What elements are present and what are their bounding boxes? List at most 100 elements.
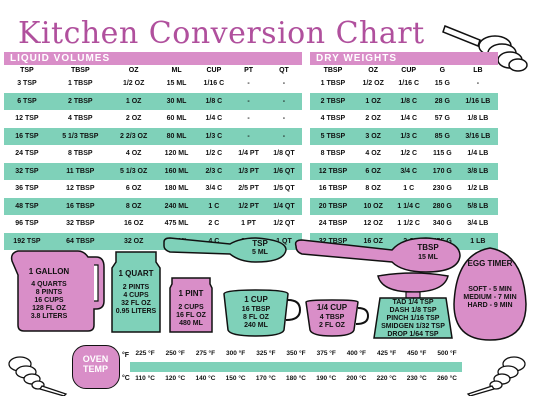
dry-column-header: TBSP (310, 65, 356, 75)
celsius-value: 260 °C (436, 375, 457, 382)
pint-title: 1 PINT (178, 289, 204, 298)
liquid-cell: - (231, 127, 266, 145)
dry-cell: 8 OZ (355, 180, 391, 198)
liquid-cell: 1/5 QT (265, 180, 302, 198)
pint-carton: 1 PINT 2 CUPS 16 FL OZ 480 ML (168, 276, 214, 334)
liquid-cell: 3 TSP (4, 75, 50, 93)
cup-line: 16 TBSP (241, 306, 271, 313)
quart-line: 32 FL OZ (121, 300, 151, 307)
liquid-cell: 1/4 QT (265, 197, 302, 215)
liquid-header-row: TSP TBSP OZ ML CUP PT QT (4, 65, 302, 75)
dry-weights-table: TBSP OZ CUP G LB 1 TBSP 1/2 OZ 1/16 C 15 G-2 TBS… (310, 65, 498, 250)
cup-line: 8 FL OZ (243, 314, 269, 321)
dry-cell: 6 OZ (355, 162, 391, 180)
celsius-value: 220 °C (376, 375, 397, 382)
celsius-value: 120 °C (165, 375, 186, 382)
dry-cell: 170 G (426, 162, 458, 180)
egg-line: SOFT - 5 MIN (468, 286, 512, 293)
liquid-cell: 96 TSP (4, 215, 50, 233)
liquid-cell: 475 ML (156, 215, 197, 233)
liquid-row: 32 TSP 11 TBSP 5 1/3 OZ 160 ML 2/3 C 1/3 PT 1/… (4, 162, 302, 180)
pint-line: 480 ML (179, 320, 203, 327)
liquid-cell: 192 TSP (4, 232, 50, 250)
dry-row: 1 TBSP 1/2 OZ 1/16 C 15 G- (310, 75, 498, 93)
dry-cell: 4 TBSP (310, 110, 356, 128)
scale-line: DROP 1/64 TSP (387, 331, 439, 338)
liquid-column-header: ML (156, 65, 197, 75)
dry-cell: 12 OZ (355, 215, 391, 233)
temperature-bar (130, 362, 462, 372)
dry-row: 8 TBSP 4 OZ 1/2 C 115 G 1/4 LB (310, 145, 498, 163)
scale-line: DASH 1/8 TSP (389, 307, 437, 314)
quarter-cup-title: 1/4 CUP (316, 303, 348, 312)
quarter-cup-line: 4 TBSP (319, 314, 345, 321)
liquid-cell: 180 ML (156, 180, 197, 198)
liquid-cell: 2 OZ (110, 110, 157, 128)
dry-cell: 2 OZ (355, 110, 391, 128)
dry-cell: 12 TBSP (310, 162, 356, 180)
dry-cell: 1 LB (457, 232, 498, 250)
liquid-cell: 32 TBSP (49, 215, 111, 233)
dry-cell: 57 G (426, 110, 458, 128)
celsius-value: 180 °C (286, 375, 306, 382)
dry-cell: 3/4 LB (457, 215, 498, 233)
liquid-cell: 1/3 PT (231, 162, 266, 180)
tbsp-title: TBSP (417, 243, 439, 252)
liquid-cell: 1/6 QT (265, 162, 302, 180)
liquid-row: 12 TSP 4 TBSP 2 OZ 60 ML 1/4 C-- (4, 110, 302, 128)
dry-cell: 24 TBSP (310, 215, 356, 233)
liquid-volumes-heading: LIQUID VOLUMES (4, 52, 302, 65)
cup-title: 1 CUP (244, 295, 268, 304)
dry-cell: 230 G (426, 180, 458, 198)
liquid-cell: 120 ML (156, 145, 197, 163)
one-cup: 1 CUP 16 TBSP 8 FL OZ 240 ML (222, 288, 302, 338)
fahrenheit-row: 225 °F 250 °F 275 °F 300 °F 325 °F 350 °F 375 … (130, 350, 462, 357)
liquid-cell: 1 PT (231, 215, 266, 233)
liquid-cell: 1/4 PT (231, 145, 266, 163)
dry-cell: 2 TBSP (310, 92, 356, 110)
celsius-value: 230 °C (406, 375, 427, 382)
liquid-cell: 6 OZ (110, 180, 157, 198)
liquid-row: 3 TSP 1 TBSP 1/2 OZ 15 ML 1/16 C-- (4, 75, 302, 93)
liquid-cell: 1/8 C (196, 92, 232, 110)
dry-cell: 1/4 C (390, 110, 427, 128)
dry-cell: 1/2 OZ (355, 75, 391, 93)
celsius-value: 190 °C (316, 375, 337, 382)
dry-cell: 3/16 LB (457, 127, 498, 145)
gallon-title: 1 GALLON (28, 267, 70, 276)
quarter-cup-line: 2 FL OZ (319, 322, 345, 329)
tbsp-line: 15 ML (418, 254, 438, 261)
gallon-line: 8 PINTS (35, 289, 63, 296)
dry-cell: 16 TBSP (310, 180, 356, 198)
liquid-row: 24 TSP 8 TBSP 4 OZ 120 ML 1/2 C 1/4 PT 1/8 QT (4, 145, 302, 163)
scale-line: SMIDGEN 1/32 TSP (381, 323, 445, 330)
dry-cell: 1/2 LB (457, 180, 498, 198)
kitchen-scale: TAD 1/4 TSP DASH 1/8 TSP PINCH 1/16 TSP … (372, 272, 454, 340)
dry-cell: 1/8 LB (457, 110, 498, 128)
fahrenheit-value: 400 °F (346, 350, 367, 357)
egg-line: MEDIUM - 7 MIN (463, 294, 517, 301)
dry-header-row: TBSP OZ CUP G LB (310, 65, 498, 75)
dry-cell: 1/8 C (390, 92, 427, 110)
liquid-cell: 11 TBSP (49, 162, 111, 180)
dry-cell: 4 OZ (355, 145, 391, 163)
dry-row: 2 TBSP 1 OZ 1/8 C 28 G 1/16 LB (310, 92, 498, 110)
liquid-cell: 60 ML (156, 110, 197, 128)
liquid-cell: 1/4 C (196, 110, 232, 128)
liquid-cell: 16 TBSP (49, 197, 111, 215)
dry-cell: 280 G (426, 197, 458, 215)
egg-icon (453, 247, 527, 341)
fahrenheit-value: 275 °F (195, 350, 216, 357)
measuring-spoons-icon (466, 356, 526, 396)
dry-cell: 1/4 LB (457, 145, 498, 163)
celsius-value: 200 °C (346, 375, 367, 382)
liquid-cell: 2 2/3 OZ (110, 127, 157, 145)
fahrenheit-value: 300 °F (226, 350, 246, 357)
dry-row: 24 TBSP 12 OZ 1 1/2 C 340 G 3/4 LB (310, 215, 498, 233)
liquid-column-header: TSP (4, 65, 50, 75)
dry-cell: 340 G (426, 215, 458, 233)
liquid-column-header: OZ (110, 65, 157, 75)
fahrenheit-value: 425 °F (376, 350, 397, 357)
oven-temp-band: OVEN TEMP °F °C 225 °F 250 °F 275 °F 300 °F… (72, 345, 462, 389)
dry-cell: 5 TBSP (310, 127, 356, 145)
